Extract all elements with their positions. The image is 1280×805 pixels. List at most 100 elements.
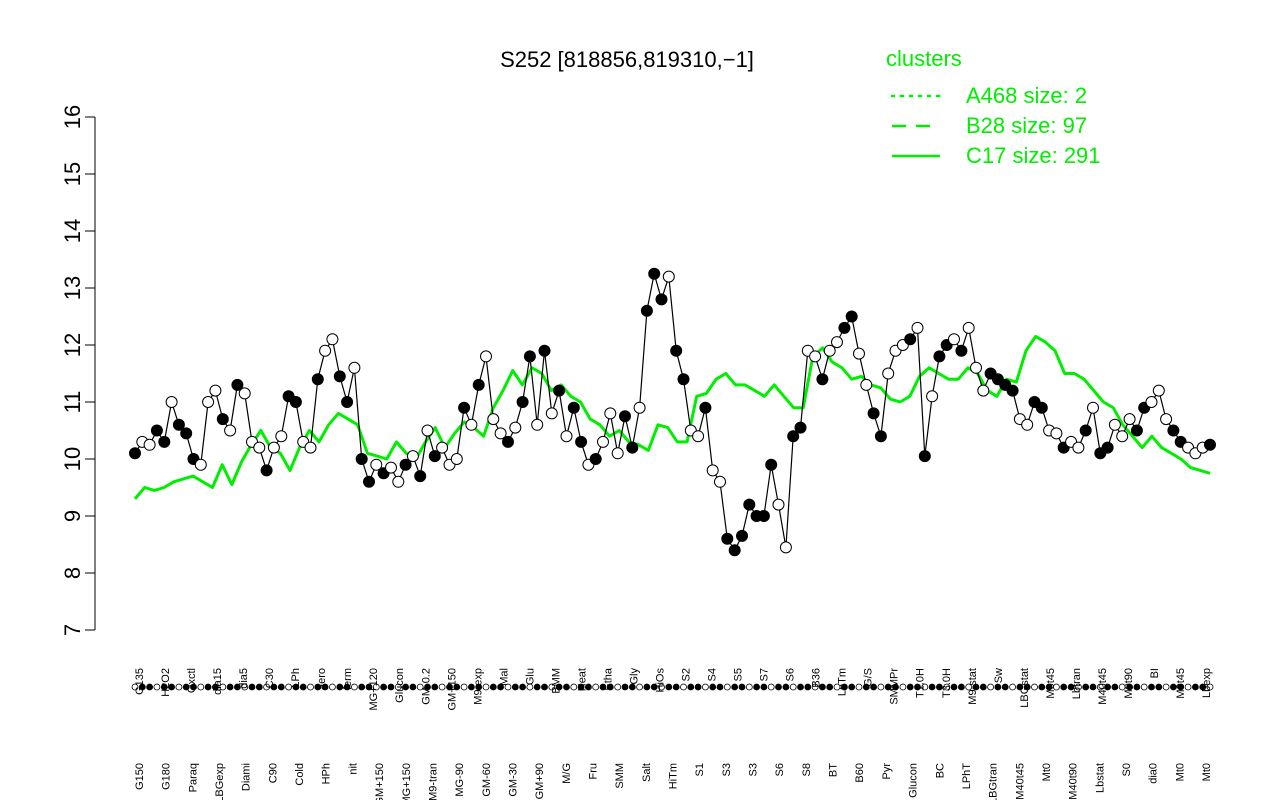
x-tick-label-upper: Glu	[524, 668, 536, 685]
y-tick-label: 9	[60, 510, 85, 522]
x-tick-label-lower: Pyr	[881, 763, 893, 780]
data-point	[150, 424, 163, 437]
data-point	[1204, 438, 1216, 451]
legend-label-c17: C17 size: 291	[966, 143, 1101, 168]
data-point	[194, 458, 207, 471]
x-marker	[190, 683, 197, 691]
x-marker	[636, 683, 643, 691]
x-marker	[1177, 683, 1185, 691]
x-tick-label-lower: GM-60	[481, 763, 493, 797]
x-tick-label-lower: Salt	[641, 763, 653, 782]
x-marker	[826, 683, 834, 691]
x-tick-label-upper: LoTm	[837, 668, 849, 696]
x-tick-label-lower: MG+150	[401, 763, 413, 800]
x-tick-label-lower: M/G	[561, 763, 573, 784]
y-tick-label: 14	[60, 219, 85, 243]
x-marker	[1104, 683, 1111, 691]
x-tick-label-lower: S1	[694, 763, 706, 776]
x-marker	[482, 683, 490, 691]
data-point	[633, 401, 646, 414]
x-tick-label-upper: C30	[264, 668, 276, 688]
x-marker	[168, 683, 176, 691]
x-marker	[870, 683, 877, 691]
x-marker	[1155, 683, 1163, 691]
data-point	[648, 267, 661, 280]
x-marker	[1133, 683, 1141, 691]
x-tick-label-upper: M40t45	[1097, 668, 1109, 705]
series-layer	[133, 273, 1211, 551]
data-point	[1035, 401, 1048, 414]
x-marker	[387, 683, 395, 691]
x-marker	[1206, 683, 1214, 691]
x-tick-label-lower: M40t45	[1014, 763, 1026, 800]
x-marker	[555, 683, 563, 691]
x-tick-label-upper: ferm	[342, 668, 354, 690]
x-marker	[782, 683, 790, 691]
x-marker	[453, 683, 461, 691]
x-marker	[680, 683, 687, 691]
x-marker	[628, 683, 636, 691]
x-marker	[1170, 683, 1177, 691]
x-tick-label-upper: dia5	[238, 668, 250, 689]
x-marker	[299, 683, 307, 691]
data-point	[523, 350, 536, 363]
x-marker	[394, 683, 402, 691]
data-point	[640, 304, 653, 317]
x-tick-label-lower: Paraq	[187, 763, 199, 792]
x-tick-label-upper: S7	[759, 668, 771, 681]
data-point	[560, 430, 573, 443]
x-marker	[277, 683, 285, 691]
x-tick-label-lower: SMM	[614, 763, 626, 789]
x-marker	[1111, 683, 1119, 691]
x-marker	[819, 683, 826, 691]
x-marker	[914, 683, 921, 691]
x-marker	[1001, 683, 1009, 691]
x-marker	[475, 683, 483, 691]
x-marker	[489, 683, 497, 691]
x-marker	[789, 683, 797, 691]
x-marker	[650, 683, 658, 691]
data-point	[385, 461, 397, 474]
x-marker	[131, 683, 139, 691]
x-marker	[906, 683, 914, 691]
data-point	[304, 441, 317, 454]
x-tick-label-upper: BMM	[550, 668, 562, 694]
x-tick-label-lower: LBGexp	[214, 763, 226, 800]
data-point	[1072, 441, 1085, 454]
x-tick-label-upper: SMMPr	[889, 668, 901, 705]
x-marker	[943, 683, 951, 691]
data-point	[604, 407, 617, 420]
x-marker	[350, 683, 358, 691]
x-tick-label-lower: S3	[721, 763, 733, 776]
data-point	[406, 450, 419, 463]
legend-label-a468: A468 size: 2	[966, 83, 1087, 108]
data-point	[692, 430, 705, 443]
x-tick-label-upper: S2	[681, 668, 693, 681]
x-tick-label-upper: S4	[707, 668, 719, 681]
data-point	[860, 378, 873, 391]
points-layer	[129, 267, 1216, 557]
data-point	[129, 447, 141, 460]
data-point	[370, 458, 383, 471]
data-point	[319, 344, 332, 357]
cluster-mean-line	[133, 334, 1211, 500]
x-marker	[994, 683, 1002, 691]
x-marker	[855, 683, 863, 691]
x-marker	[738, 683, 746, 691]
x-marker	[292, 683, 300, 691]
x-marker	[1140, 683, 1148, 691]
x-marker	[416, 683, 424, 691]
x-marker	[504, 683, 512, 691]
data-point	[845, 310, 858, 323]
x-marker	[263, 683, 271, 691]
x-marker	[285, 683, 293, 691]
x-marker	[621, 683, 629, 691]
data-point	[728, 544, 741, 557]
y-tick-label: 16	[60, 105, 85, 129]
x-tick-label-lower: S8	[801, 763, 813, 776]
x-marker	[467, 683, 475, 691]
data-point	[341, 396, 354, 408]
x-marker	[753, 683, 760, 691]
data-point	[1130, 424, 1143, 437]
